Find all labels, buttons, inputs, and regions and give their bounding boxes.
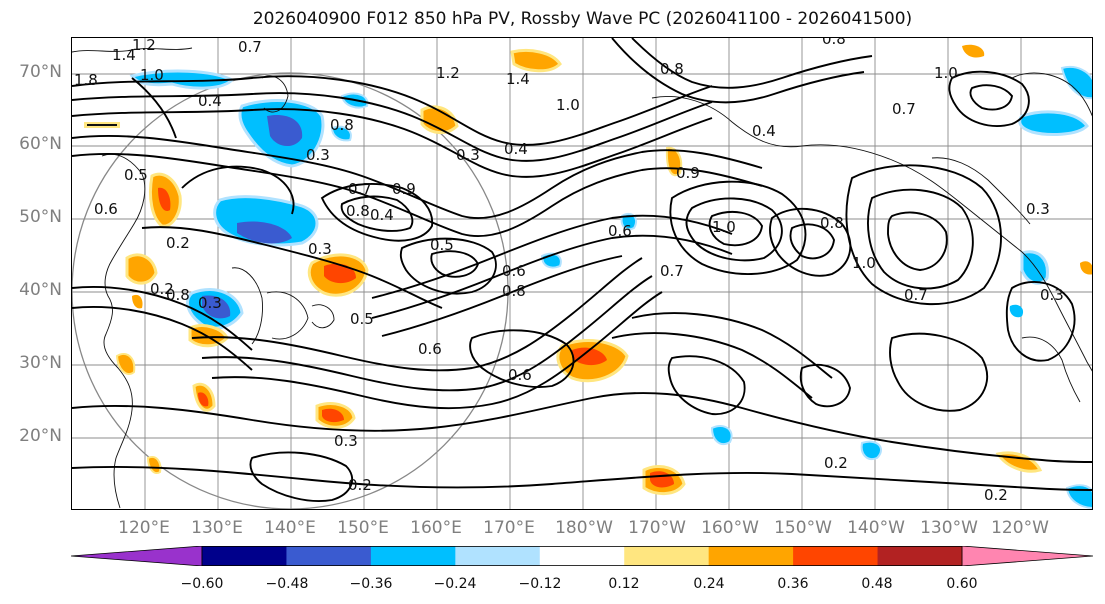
contour-label: 0.2 bbox=[150, 280, 174, 298]
contour-label: 0.9 bbox=[676, 164, 700, 182]
contour-label: 0.2 bbox=[984, 486, 1008, 504]
lat-label-70n: 70°N bbox=[19, 62, 62, 82]
contour-label: 1.4 bbox=[112, 46, 136, 64]
contour-label: 0.8 bbox=[822, 38, 846, 48]
lat-label-50n: 50°N bbox=[19, 207, 62, 227]
contour-label: 0.9 bbox=[392, 180, 416, 198]
colorbar-tick: −0.60 bbox=[180, 576, 224, 592]
lon-label: 160°E bbox=[410, 518, 462, 538]
lon-label: 170°E bbox=[483, 518, 535, 538]
contour-label: 1.4 bbox=[506, 70, 530, 88]
contour-label: 0.6 bbox=[508, 366, 532, 384]
colorbar-segment bbox=[877, 546, 963, 566]
contour-label: 0.2 bbox=[166, 234, 190, 252]
colorbar-segment bbox=[539, 546, 625, 566]
pv-contours bbox=[72, 38, 1092, 502]
colorbar-segment bbox=[708, 546, 794, 566]
colorbar bbox=[71, 546, 1093, 566]
colorbar-tick: 0.48 bbox=[861, 576, 893, 592]
lon-label: 130°W bbox=[920, 518, 978, 538]
lat-label-30n: 30°N bbox=[19, 353, 62, 373]
colorbar-tick: 0.24 bbox=[693, 576, 725, 592]
colorbar-segment bbox=[286, 546, 372, 566]
lon-label: 150°E bbox=[337, 518, 389, 538]
colorbar-extend-high bbox=[961, 546, 1093, 566]
contour-label: 0.8 bbox=[820, 214, 844, 232]
contour-label: 0.8 bbox=[330, 116, 354, 134]
contour-label: 0.7 bbox=[348, 180, 372, 198]
lon-label: 120°W bbox=[991, 518, 1049, 538]
colorbar-tick: −0.48 bbox=[265, 576, 309, 592]
contour-label: 0.3 bbox=[198, 294, 222, 312]
contour-label: 0.3 bbox=[308, 240, 332, 258]
contour-label: 1.0 bbox=[712, 218, 736, 236]
lon-label: 150°W bbox=[774, 518, 832, 538]
contour-label: 0.2 bbox=[824, 454, 848, 472]
contour-label: 0.4 bbox=[198, 92, 222, 110]
lon-label: 140°E bbox=[264, 518, 316, 538]
lat-label-60n: 60°N bbox=[19, 134, 62, 154]
negative-anomaly-fills bbox=[129, 66, 1092, 509]
lon-label: 180°W bbox=[555, 518, 613, 538]
coastlines bbox=[72, 47, 1092, 509]
lon-label: 130°E bbox=[191, 518, 243, 538]
colorbar-segment bbox=[370, 546, 456, 566]
lon-label: 120°E bbox=[118, 518, 170, 538]
contour-label: 0.3 bbox=[306, 146, 330, 164]
colorbar-tick: 0.12 bbox=[608, 576, 640, 592]
contour-label: 0.8 bbox=[166, 286, 190, 304]
contour-label: 0.7 bbox=[904, 286, 928, 304]
contour-label: 0.8 bbox=[660, 60, 684, 78]
range-circle bbox=[72, 72, 509, 509]
lon-label: 160°W bbox=[701, 518, 759, 538]
contour-label: 0.6 bbox=[608, 222, 632, 240]
colorbar-tick: −0.36 bbox=[349, 576, 393, 592]
contour-label: 1.0 bbox=[140, 66, 164, 84]
lat-label-20n: 20°N bbox=[19, 426, 62, 446]
contour-label: 0.5 bbox=[124, 166, 148, 184]
colorbar-tick: 0.60 bbox=[946, 576, 978, 592]
contour-label: 0.6 bbox=[502, 262, 526, 280]
contour-label: 1.0 bbox=[556, 96, 580, 114]
contour-label: 1.0 bbox=[934, 64, 958, 82]
colorbar-outline bbox=[201, 546, 963, 566]
contour-label: 1.2 bbox=[132, 38, 156, 54]
colorbar-segment bbox=[793, 546, 879, 566]
contour-label: 1.2 bbox=[436, 64, 460, 82]
colorbar-tick: −0.24 bbox=[433, 576, 477, 592]
lon-label: 140°W bbox=[847, 518, 905, 538]
contour-label: 0.7 bbox=[660, 262, 684, 280]
contour-label: 0.8 bbox=[502, 282, 526, 300]
contour-label: 0.2 bbox=[348, 476, 372, 494]
colorbar-tick: −0.12 bbox=[518, 576, 562, 592]
contour-label: 1.8 bbox=[74, 71, 98, 89]
contour-label: 0.3 bbox=[1040, 286, 1064, 304]
contour-label: 0.6 bbox=[94, 200, 118, 218]
contour-label: 0.7 bbox=[238, 38, 262, 56]
lon-label: 170°W bbox=[628, 518, 686, 538]
contour-label: 0.8 bbox=[346, 202, 370, 220]
contour-label: 0.3 bbox=[456, 146, 480, 164]
colorbar-extend-low bbox=[71, 546, 203, 566]
colorbar-segment bbox=[624, 546, 710, 566]
positive-anomaly-fills bbox=[84, 44, 1092, 495]
colorbar-tick: 0.36 bbox=[777, 576, 809, 592]
contour-label: 0.4 bbox=[504, 140, 528, 158]
map-title: 2026040900 F012 850 hPa PV, Rossby Wave … bbox=[252, 9, 913, 29]
map-panel: 1.4 1.2 1.0 0.7 0.4 0.3 0.8 1.8 0.5 0.6 … bbox=[71, 37, 1093, 510]
colorbar-segment bbox=[455, 546, 541, 566]
contour-label: 0.4 bbox=[752, 122, 776, 140]
contour-label: 0.7 bbox=[892, 100, 916, 118]
contour-label: 0.5 bbox=[430, 236, 454, 254]
lat-label-40n: 40°N bbox=[19, 280, 62, 300]
contour-label: 0.5 bbox=[350, 310, 374, 328]
contour-labels: 1.4 1.2 1.0 0.7 0.4 0.3 0.8 1.8 0.5 0.6 … bbox=[74, 38, 1064, 504]
contour-label: 1.0 bbox=[852, 254, 876, 272]
colorbar-segment bbox=[202, 546, 287, 566]
contour-label: 0.3 bbox=[334, 432, 358, 450]
contour-label: 0.3 bbox=[1026, 200, 1050, 218]
contour-label: 0.6 bbox=[418, 340, 442, 358]
contour-label: 0.4 bbox=[370, 206, 394, 224]
graticule bbox=[72, 38, 1092, 509]
